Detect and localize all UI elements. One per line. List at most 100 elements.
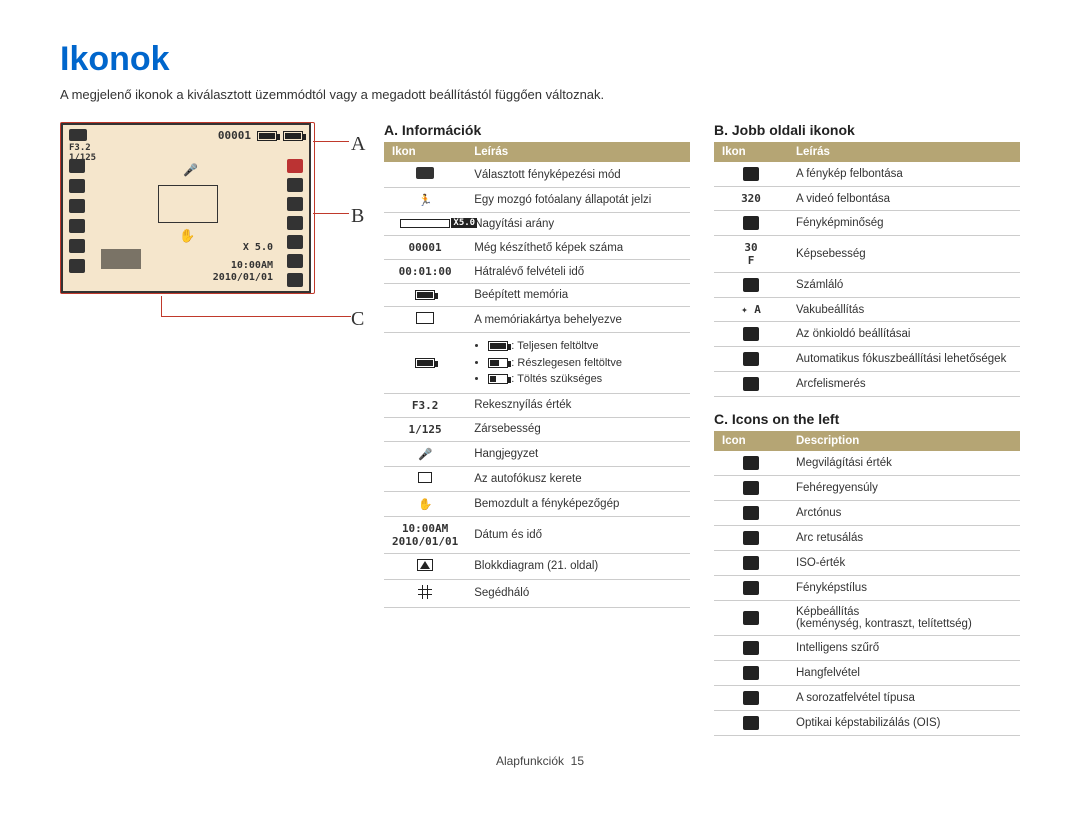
zoom-value: X 5.0 (243, 242, 273, 253)
icon-cell: 1/125 (384, 417, 466, 441)
table-row: 1/125 Zársebesség (384, 417, 690, 441)
icon-cell (384, 213, 466, 236)
generic-icon (743, 327, 759, 341)
desc-cell: A fénykép felbontása (788, 162, 1020, 187)
table-a-h1: Ikon (384, 142, 466, 162)
desc-cell: Képbeállítás(keménység, kontraszt, telít… (788, 601, 1020, 636)
date-value: 2010/01/01 (213, 272, 273, 283)
table-row: 320A videó felbontása (714, 187, 1020, 211)
desc-cell: Arctónus (788, 501, 1020, 526)
icon-text: 1/125 (409, 423, 442, 436)
right-icon-4 (287, 216, 303, 230)
generic-icon (743, 581, 759, 595)
table-c-h2: Description (788, 431, 1020, 451)
desc-cell: Intelligens szűrő (788, 636, 1020, 661)
right-icon-6 (287, 254, 303, 268)
connector-c (161, 316, 351, 317)
table-a-h2: Leírás (466, 142, 690, 162)
table-row: Képbeállítás(keménység, kontraszt, telít… (714, 601, 1020, 636)
footer-text: Alapfunkciók (496, 754, 564, 768)
table-row: Hangfelvétel (714, 661, 1020, 686)
footer-page: 15 (571, 754, 584, 768)
desc-cell: Számláló (788, 273, 1020, 298)
desc-cell: Még készíthető képek száma (466, 236, 690, 260)
grid-icon (418, 585, 432, 599)
icon-cell (714, 551, 788, 576)
table-row: Optikai képstabilizálás (OIS) (714, 711, 1020, 736)
icon-cell (384, 579, 466, 607)
desc-cell: Automatikus fókuszbeállítási lehetőségek (788, 347, 1020, 372)
icon-cell (714, 476, 788, 501)
left-icon-stack (69, 159, 85, 273)
table-row: ISO-érték (714, 551, 1020, 576)
icon-cell: 00:01:00 (384, 260, 466, 284)
battery-level-icon (488, 358, 508, 368)
generic-icon (743, 216, 759, 230)
icon-cell (714, 322, 788, 347)
shake-icon: ✋ (418, 499, 432, 511)
icon-cell (384, 284, 466, 307)
desc-cell: Egy mozgó fotóalany állapotát jelzi (466, 188, 690, 213)
desc-cell: Optikai képstabilizálás (OIS) (788, 711, 1020, 736)
section-a-title: A. Információk (384, 122, 690, 138)
icon-text: 00001 (409, 241, 442, 254)
desc-cell: Fényképstílus (788, 576, 1020, 601)
right-icon-2 (287, 178, 303, 192)
connector-c-vert (161, 296, 162, 316)
table-row: Nagyítási arány (384, 213, 690, 236)
left-icon-6 (69, 259, 85, 273)
desc-cell: : Teljesen feltöltve : Részlegesen feltö… (466, 333, 690, 394)
left-icon-4 (69, 219, 85, 233)
icon-text: 30F (744, 241, 757, 267)
table-row: Az autofókusz kerete (384, 466, 690, 491)
table-row: Blokkdiagram (21. oldal) (384, 553, 690, 579)
zoom-bar-icon (400, 219, 450, 228)
camera-screen: F3.2 1/125 00001 (61, 123, 311, 293)
left-icon-3 (69, 199, 85, 213)
icon-text: 320 (741, 192, 761, 205)
icon-cell: ✦ A (714, 298, 788, 322)
subtitle-text: A megjelenő ikonok a kiválasztott üzemmó… (60, 87, 1020, 102)
connector-b (313, 213, 349, 214)
histogram-icon (101, 249, 141, 269)
desc-cell: Bemozdult a fényképezőgép (466, 491, 690, 516)
table-row: Számláló (714, 273, 1020, 298)
icon-cell (714, 601, 788, 636)
table-row: Fényképstílus (714, 576, 1020, 601)
table-c-h1: Icon (714, 431, 788, 451)
screen-top-right: 00001 (218, 129, 303, 142)
desc-cell: Rekesznyílás érték (466, 393, 690, 417)
tables-columns: A. Információk Ikon Leírás Választott fé… (384, 122, 1020, 736)
icon-cell (384, 307, 466, 333)
desc-cell: Hangjegyzet (466, 441, 690, 466)
icon-cell: ✋ (384, 491, 466, 516)
desc-cell: Az önkioldó beállításai (788, 322, 1020, 347)
desc-cell: Arc retusálás (788, 526, 1020, 551)
camera-icon (416, 167, 434, 179)
table-b: Ikon Leírás A fénykép felbontása320A vid… (714, 142, 1020, 397)
generic-icon (743, 456, 759, 470)
table-row: 30FKépsebesség (714, 236, 1020, 273)
table-row: Automatikus fókuszbeállítási lehetőségek (714, 347, 1020, 372)
icon-cell: 00001 (384, 236, 466, 260)
desc-cell: Zársebesség (466, 417, 690, 441)
memory-icon (257, 131, 277, 141)
desc-cell: Segédháló (466, 579, 690, 607)
table-row: Arctónus (714, 501, 1020, 526)
generic-icon (743, 506, 759, 520)
generic-icon (743, 481, 759, 495)
generic-icon (743, 352, 759, 366)
table-row: Arcfelismerés (714, 372, 1020, 397)
generic-icon (743, 167, 759, 181)
icon-text: F3.2 (412, 399, 439, 412)
icon-cell (714, 372, 788, 397)
table-row: 🎤Hangjegyzet (384, 441, 690, 466)
table-row: Fényképminőség (714, 211, 1020, 236)
card-icon (416, 312, 434, 324)
desc-cell: Blokkdiagram (21. oldal) (466, 553, 690, 579)
generic-icon (743, 691, 759, 705)
counter-value: 00001 (218, 129, 251, 142)
icon-cell: 🎤 (384, 441, 466, 466)
desc-cell: Fényképminőség (788, 211, 1020, 236)
diagram-column: F3.2 1/125 00001 (60, 122, 360, 736)
